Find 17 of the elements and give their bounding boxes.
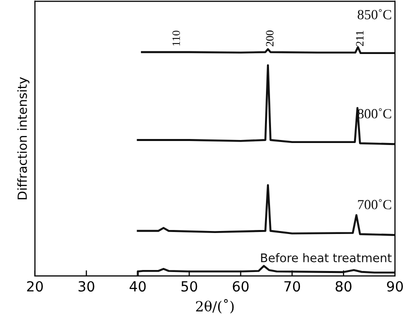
x-tick-label: 30: [78, 281, 94, 292]
x-tick-label: 90: [387, 281, 403, 292]
series-label: 800˚C: [358, 108, 392, 118]
x-tick-label: 20: [27, 281, 43, 292]
x-tick-label: 40: [130, 281, 146, 292]
text: 211: [356, 30, 364, 46]
text: 110: [172, 30, 180, 46]
y-axis-title: Diffraction intensity: [17, 77, 30, 200]
x-tick-label: 60: [232, 281, 249, 292]
x-tick-label: 80: [336, 281, 352, 292]
x-tick-label: 70: [284, 281, 300, 292]
series-label: 700˚C: [358, 199, 392, 210]
x-tick-label: 50: [181, 281, 198, 292]
series-label: Before heat treatment: [261, 253, 392, 262]
series-label: 850˚C: [358, 9, 392, 20]
text: 200: [266, 30, 274, 46]
x-axis-title: 2θ/(˚): [196, 299, 234, 314]
